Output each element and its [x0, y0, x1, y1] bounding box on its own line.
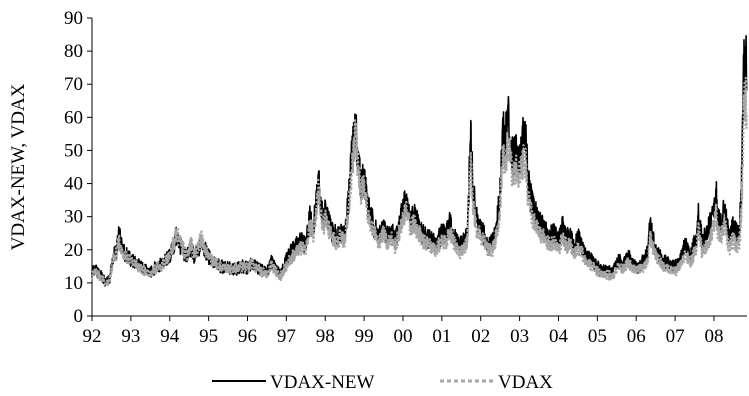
x-tick-label: 99	[355, 326, 374, 347]
x-tick-label: 01	[432, 326, 451, 347]
y-tick-label: 60	[64, 107, 83, 128]
x-tick-label: 94	[160, 326, 180, 347]
y-axis: 0 10 20 30 40 50 60 70 80 90	[64, 8, 93, 327]
x-tick-label: 95	[199, 326, 218, 347]
y-tick-label: 70	[64, 74, 83, 95]
x-tick-label: 07	[666, 326, 685, 347]
x-tick-label: 97	[277, 326, 296, 347]
x-tick-label: 93	[121, 326, 140, 347]
y-tick-label: 40	[64, 174, 83, 195]
y-tick-label: 80	[64, 41, 83, 62]
y-tick-label: 10	[64, 273, 83, 294]
series-lines	[90, 35, 748, 288]
x-tick-label: 96	[238, 326, 257, 347]
y-axis-label: VDAX-NEW, VDAX	[8, 83, 29, 250]
x-tick-label: 04	[549, 326, 569, 347]
y-tick-label: 30	[64, 207, 83, 228]
x-tick-label: 02	[471, 326, 490, 347]
legend-label-vdax: VDAX	[498, 372, 553, 393]
series-line-vdax	[90, 76, 748, 288]
y-tick-label: 0	[74, 306, 84, 327]
x-tick-label: 00	[393, 326, 412, 347]
legend: VDAX-NEW VDAX	[212, 372, 553, 393]
y-tick-label: 90	[64, 8, 83, 29]
x-tick-label: 98	[316, 326, 335, 347]
legend-label-vdax-new: VDAX-NEW	[270, 372, 375, 393]
x-tick-label: 92	[83, 326, 102, 347]
y-tick-label: 50	[64, 140, 83, 161]
x-tick-label: 08	[704, 326, 723, 347]
x-tick-label: 05	[588, 326, 607, 347]
y-tick-label: 20	[64, 240, 83, 261]
x-axis: 92 93 94 95 96 97 98 99 00 01 02 03 04 05 06 07 08	[83, 315, 747, 347]
x-tick-label: 03	[510, 326, 529, 347]
x-tick-label: 06	[627, 326, 646, 347]
